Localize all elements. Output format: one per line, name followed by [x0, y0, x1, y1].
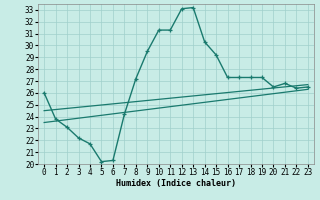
X-axis label: Humidex (Indice chaleur): Humidex (Indice chaleur) — [116, 179, 236, 188]
